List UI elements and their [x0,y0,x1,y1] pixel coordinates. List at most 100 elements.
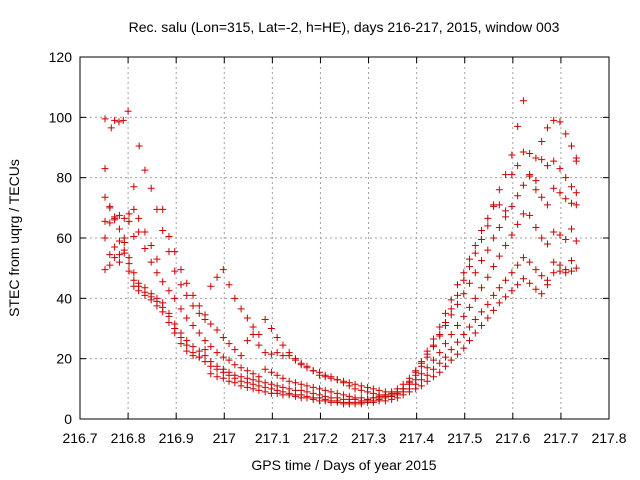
data-point [111,254,119,262]
data-point [125,254,133,262]
data-point [423,377,431,385]
data-point [261,349,269,357]
data-point [484,214,492,222]
data-point [106,261,114,269]
data-point [327,388,335,396]
x-tick-label: 217.4 [399,430,434,446]
data-point [115,251,123,259]
data-point [120,214,128,222]
data-point [538,156,546,164]
data-point [195,347,203,355]
data-point [219,266,227,274]
data-point [562,236,570,244]
data-point [267,325,275,332]
data-point [237,352,245,360]
data-point [447,311,455,319]
grid-lines [80,57,609,419]
data-point [261,388,269,396]
data-point [189,343,197,351]
y-tick-label: 120 [49,49,73,65]
data-point [207,320,215,328]
data-point [399,391,407,399]
data-point [237,364,245,372]
data-point [495,186,503,194]
data-point [177,305,185,313]
data-point [357,386,365,394]
data-point [429,373,437,381]
data-point [213,273,221,281]
data-point [249,370,257,378]
data-point [321,386,329,394]
data-point [195,309,203,317]
data-point [267,350,275,358]
data-point [514,162,522,170]
data-point [165,312,173,320]
data-point [519,210,527,218]
data-point [130,232,138,240]
data-point [478,257,486,265]
data-point [466,337,474,345]
data-point [279,352,287,360]
data-point [484,246,492,254]
data-point [538,137,546,145]
data-point [159,205,167,213]
data-point [460,276,468,284]
data-point [556,189,564,197]
data-point [309,395,317,403]
data-point [101,234,109,242]
data-point [502,207,510,215]
data-point [417,382,425,390]
data-point [381,397,389,405]
data-point [567,183,575,191]
data-point [111,116,119,124]
x-tick-label: 217.7 [543,430,578,446]
data-point [441,353,449,361]
data-point [315,385,323,393]
data-point [484,222,492,230]
data-point [562,269,570,277]
data-point [532,266,540,274]
data-point [508,287,516,295]
data-point [502,171,510,179]
data-point [231,346,239,354]
data-point [340,379,348,387]
data-point [106,204,114,212]
data-point [107,124,115,132]
data-point [207,370,215,378]
data-point [490,306,498,314]
x-tick-label: 216.8 [111,430,146,446]
data-point [273,334,281,342]
data-point [159,278,167,286]
data-point [159,308,167,316]
data-point [125,210,133,218]
data-point [345,382,353,390]
data-point [201,358,209,366]
data-point [447,331,455,339]
data-point [303,364,311,372]
data-point [514,261,522,269]
data-point [519,97,527,105]
data-point [231,379,239,387]
data-point [183,279,191,287]
x-tick-label: 217.3 [351,430,386,446]
data-point [572,189,580,197]
data-point [285,391,293,399]
data-point [333,398,341,406]
data-point [207,362,215,370]
data-point [309,367,317,375]
data-point [436,359,444,367]
data-point [436,349,444,357]
data-point [201,311,209,319]
data-point [405,388,413,396]
data-point [543,162,551,170]
data-point [177,266,185,274]
data-point [460,344,468,352]
data-point [291,356,299,364]
y-tick-label: 0 [64,411,72,427]
data-point [508,231,516,239]
data-point [502,276,510,284]
x-axis-label: GPS time / Days of year 2015 [251,457,436,473]
data-point [189,321,197,329]
